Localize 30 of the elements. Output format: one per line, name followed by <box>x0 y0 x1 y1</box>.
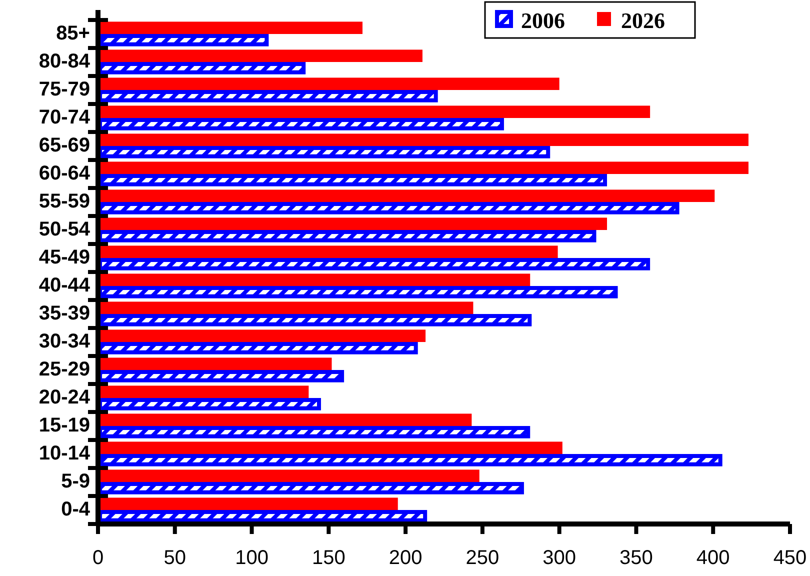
legend-label: 2026 <box>621 8 665 33</box>
legend-label: 2006 <box>521 8 565 33</box>
x-tick-label: 0 <box>92 547 104 569</box>
x-tick-label: 50 <box>164 547 186 569</box>
y-tick-label: 15-19 <box>38 414 90 436</box>
x-tick-label: 200 <box>388 547 422 569</box>
y-tick-label: 50-54 <box>38 218 91 240</box>
x-tick-label: 350 <box>620 547 653 569</box>
y-tick-label: 35-39 <box>38 302 90 324</box>
y-tick-label: 65-69 <box>38 134 90 156</box>
y-tick-label: 80-84 <box>38 50 91 72</box>
x-tick-label: 250 <box>466 547 500 569</box>
y-tick-label: 85+ <box>56 22 90 44</box>
y-tick-label: 55-59 <box>38 190 90 212</box>
x-tick-label: 100 <box>235 547 268 569</box>
y-tick-label: 60-64 <box>38 162 91 184</box>
y-tick-label: 0-4 <box>61 498 91 520</box>
y-tick-label: 20-24 <box>38 386 91 408</box>
y-tick-label: 70-74 <box>38 106 91 128</box>
y-tick-label: 75-79 <box>38 78 90 100</box>
y-tick-label: 45-49 <box>38 246 90 268</box>
y-tick-label: 5-9 <box>61 470 90 492</box>
x-tick-label: 400 <box>696 547 730 569</box>
y-tick-label: 40-44 <box>38 274 91 296</box>
y-tick-label: 30-34 <box>38 330 91 352</box>
x-tick-label: 150 <box>312 547 346 569</box>
x-tick-label: 450 <box>773 547 807 569</box>
x-tick-label: 300 <box>542 547 576 569</box>
y-tick-label: 25-29 <box>38 358 90 380</box>
y-tick-label: 10-14 <box>38 442 91 464</box>
